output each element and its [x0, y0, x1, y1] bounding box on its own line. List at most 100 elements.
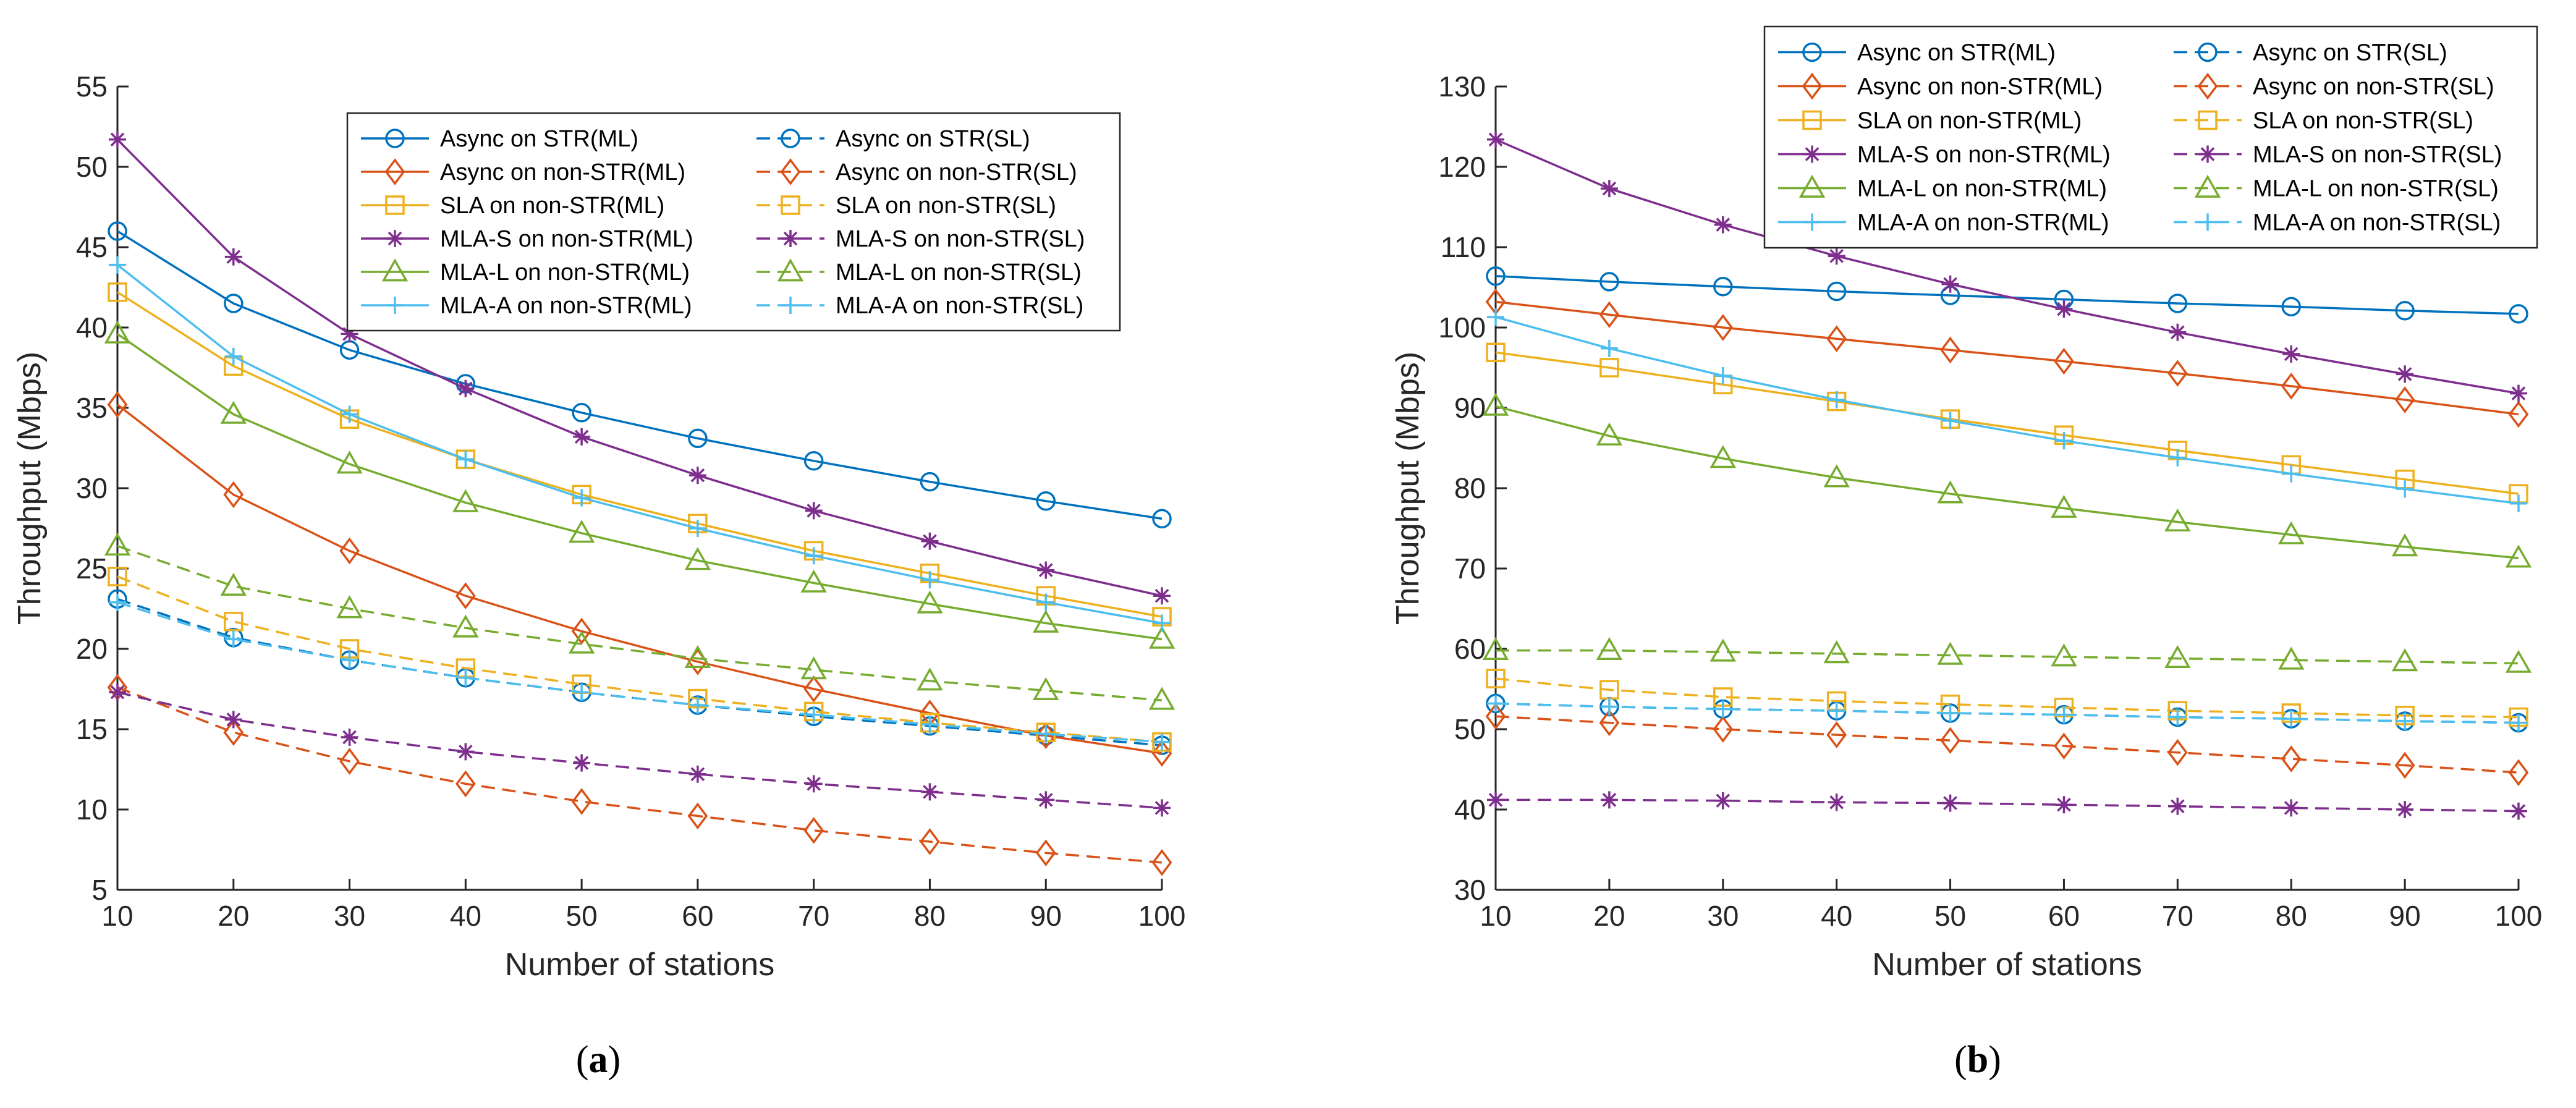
data-point [220, 400, 247, 424]
data-point [1714, 792, 1732, 810]
series-mla-s-on-non-str-ml- [1487, 130, 2527, 402]
legend-entry: SLA on non-STR(SL) [756, 193, 1056, 219]
chart-panel-b: 10 20 30 40 50 60 70 80 90 100 30 40 50 60 70 80 90 100 11… [1390, 25, 2543, 1081]
data-point [457, 669, 475, 687]
legend-label: Async on non-STR(ML) [440, 159, 685, 185]
series-async-on-non-str-sl- [107, 674, 1172, 876]
legend-label: SLA on non-STR(SL) [836, 193, 1056, 219]
data-point [455, 582, 476, 610]
y-axis-title: Throughput (Mbps) [1390, 352, 1426, 625]
data-point [1033, 677, 1059, 700]
series-async-on-non-str-sl- [1485, 703, 2529, 787]
legend-label: Async on STR(SL) [2253, 40, 2447, 66]
x-tick-label: 40 [1821, 900, 1852, 932]
data-point [1486, 266, 1506, 286]
data-point [1487, 695, 1504, 713]
data-point [921, 571, 939, 589]
data-point [1941, 704, 1959, 722]
data-point [1037, 593, 1055, 611]
data-point [109, 593, 126, 611]
data-point [917, 667, 943, 691]
y-tick-label: 40 [76, 311, 108, 344]
legend-marker [385, 195, 405, 215]
y-tick-label: 50 [76, 151, 108, 183]
x-tick-label: 70 [2162, 900, 2193, 932]
data-point [452, 614, 479, 638]
x-tick-label: 100 [2495, 900, 2543, 932]
data-point [457, 743, 475, 761]
legend-entry: MLA-A on non-STR(SL) [756, 293, 1083, 319]
legend-label: Async on STR(ML) [1857, 40, 2056, 66]
y-tick-label: 20 [76, 633, 108, 665]
data-point [568, 520, 595, 543]
data-point [1485, 703, 1506, 730]
series-line [116, 264, 1163, 625]
data-point [1713, 314, 1734, 341]
y-tick-label: 35 [76, 392, 108, 424]
data-point [107, 391, 128, 418]
data-point [1828, 793, 1845, 811]
y-tick-label: 40 [1454, 793, 1486, 826]
series-line [117, 544, 1163, 701]
data-point [1036, 491, 1056, 511]
series-line [116, 138, 1163, 597]
series-mla-l-on-non-str-sl- [1482, 636, 2532, 673]
data-point [1714, 216, 1732, 234]
data-point [1599, 358, 1619, 378]
data-point [1037, 791, 1055, 809]
legend-entry: MLA-A on non-STR(ML) [361, 293, 692, 319]
data-point [571, 788, 592, 815]
data-point [457, 450, 475, 468]
legend-marker [1803, 213, 1821, 231]
data-point [2169, 797, 2187, 815]
x-tick-label: 90 [2389, 900, 2421, 932]
data-point [2505, 649, 2532, 673]
data-point [1599, 301, 1620, 329]
legend-marker [2199, 145, 2216, 163]
legend-entry: SLA on non-STR(SL) [2174, 108, 2473, 134]
data-point [224, 347, 242, 365]
data-point [2508, 400, 2529, 428]
data-point [1823, 464, 1850, 488]
legend-label: Async on STR(ML) [440, 126, 638, 152]
data-point [803, 451, 824, 471]
x-tick-label: 20 [1593, 900, 1625, 932]
series-sla-on-non-str-ml- [108, 282, 1172, 627]
data-point [104, 532, 131, 556]
y-axis-title: Throughput (Mbps) [12, 352, 48, 625]
data-point [1153, 587, 1171, 605]
series-line [1495, 702, 2519, 724]
data-point [2281, 745, 2302, 772]
data-point [2169, 708, 2187, 726]
data-point [2395, 300, 2415, 321]
data-point [573, 754, 591, 772]
data-point [109, 256, 126, 274]
x-tick-label: 20 [218, 900, 249, 932]
data-point [2396, 801, 2414, 818]
x-tick-label: 70 [798, 900, 829, 932]
legend-label: MLA-A on non-STR(SL) [2253, 210, 2501, 236]
data-point [2054, 732, 2074, 760]
data-point [109, 130, 126, 148]
series-line [1495, 405, 2519, 559]
data-point [109, 683, 126, 701]
data-point [2055, 300, 2073, 318]
data-point [1482, 636, 1509, 660]
legend-marker [1803, 145, 1821, 163]
data-point [2167, 294, 2188, 313]
y-tick-label: 120 [1438, 151, 1486, 183]
data-point [104, 320, 131, 344]
legend-label: Async on non-STR(SL) [836, 159, 1077, 185]
y-tick-label: 55 [76, 70, 108, 103]
data-point [1599, 709, 1620, 737]
data-point [1152, 509, 1172, 529]
y-tick-label: 50 [1454, 713, 1486, 745]
data-point [224, 630, 242, 648]
data-point [220, 572, 247, 596]
series-sla-on-non-str-ml- [1486, 342, 2528, 504]
legend-marker [2199, 213, 2216, 231]
y-tick-label: 15 [76, 713, 108, 745]
data-point [2396, 480, 2414, 498]
legend-marker [782, 297, 799, 314]
